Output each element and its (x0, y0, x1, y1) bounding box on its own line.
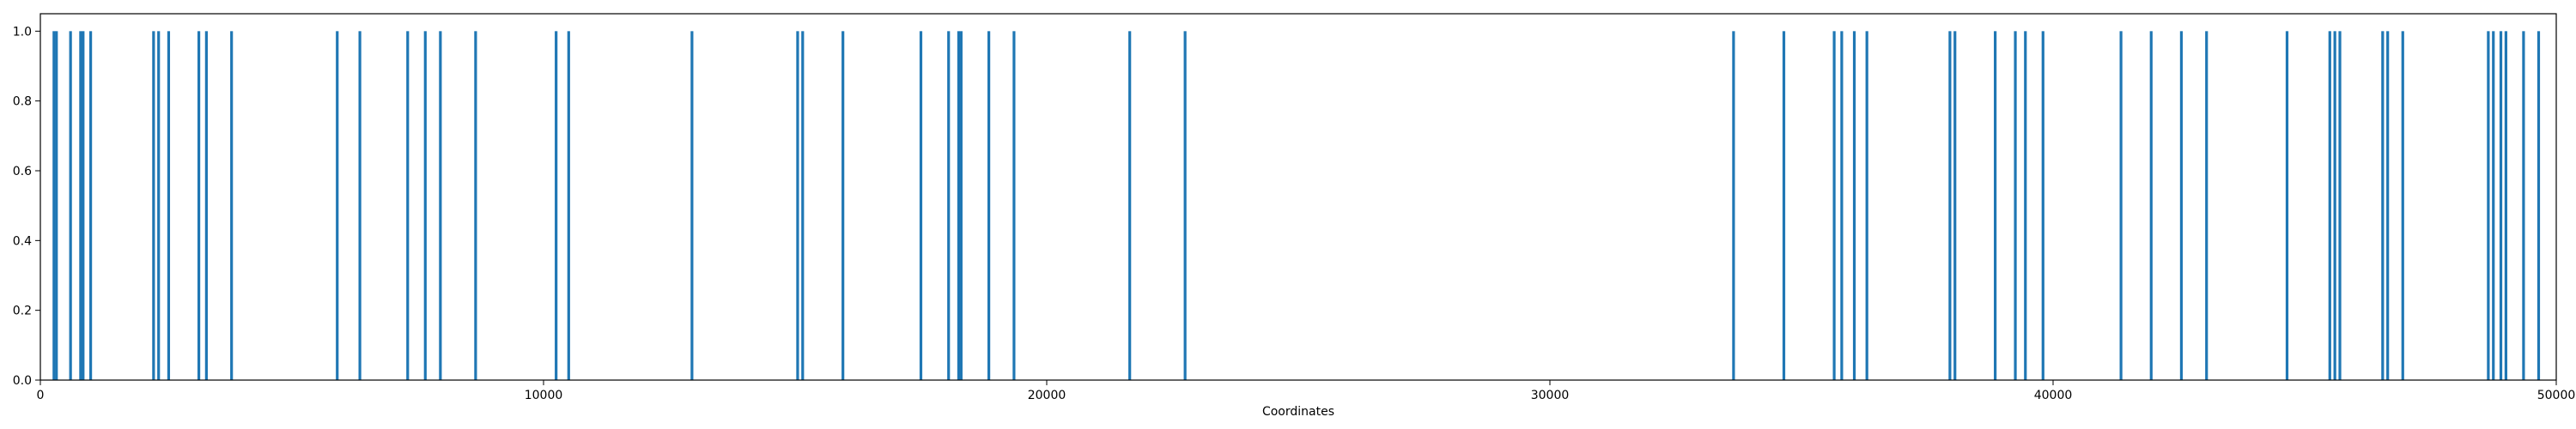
bar (167, 31, 171, 380)
bar (2205, 31, 2208, 380)
bar (1852, 31, 1856, 380)
bar (1865, 31, 1868, 380)
x-tick-label: 0 (37, 389, 45, 402)
x-tick-label: 10000 (525, 389, 563, 402)
bar (987, 31, 991, 380)
bar (1183, 31, 1187, 380)
x-tick-label: 50000 (2537, 389, 2576, 402)
bar (336, 31, 339, 380)
bar (2386, 31, 2390, 380)
bar (89, 31, 93, 380)
bar (957, 31, 961, 380)
bar (69, 31, 72, 380)
bar (1948, 31, 1952, 380)
bar (55, 31, 58, 380)
bar (2149, 31, 2153, 380)
x-axis: 0 10000 20000 30000 40000 50000 (37, 380, 2576, 402)
bar (1840, 31, 1844, 380)
bar (801, 31, 805, 380)
bar (2179, 31, 2184, 380)
x-tick-label: 30000 (1531, 389, 1570, 402)
bar (2333, 31, 2336, 380)
bar (439, 31, 442, 380)
x-tick-label: 40000 (2034, 389, 2073, 402)
bar (959, 31, 963, 380)
bars-layer (52, 31, 2541, 380)
bar (230, 31, 234, 380)
y-tick-label: 0.2 (13, 305, 32, 318)
bar (1782, 31, 1786, 380)
bar (358, 31, 361, 380)
bar (1012, 31, 1016, 380)
bar (2504, 31, 2507, 380)
bar (947, 31, 951, 380)
y-tick-label: 0.8 (13, 95, 32, 109)
bar (2499, 31, 2503, 380)
y-tick-label: 0.6 (13, 165, 32, 178)
bar (690, 31, 694, 380)
bar (796, 31, 799, 380)
bar (157, 31, 161, 380)
y-axis: 0.0 0.2 0.4 0.6 0.8 1.0 (13, 25, 40, 388)
bar (82, 31, 85, 380)
bar (1128, 31, 1132, 380)
y-tick-label: 0.4 (13, 234, 32, 248)
bar (79, 31, 82, 380)
bar (1732, 31, 1735, 380)
bar (2014, 31, 2017, 380)
bar (2522, 31, 2525, 380)
bar (2024, 31, 2027, 380)
bar (2381, 31, 2385, 380)
bar (474, 31, 477, 380)
bar (2401, 31, 2404, 380)
bar (841, 31, 845, 380)
bar (1953, 31, 1957, 380)
bar (2537, 31, 2541, 380)
bar (2041, 31, 2044, 380)
bar (2487, 31, 2490, 380)
bar (2328, 31, 2331, 380)
bar (2492, 31, 2495, 380)
bar (1832, 31, 1836, 380)
bar (555, 31, 558, 380)
bar (406, 31, 410, 380)
bar (423, 31, 427, 380)
bar (2285, 31, 2289, 380)
bar (2119, 31, 2123, 380)
bar (52, 31, 56, 380)
y-tick-label: 0.0 (13, 374, 32, 388)
x-axis-label: Coordinates (1262, 405, 1334, 419)
bar (204, 31, 208, 380)
bar (567, 31, 570, 380)
plot-frame (39, 13, 2557, 381)
bar (1994, 31, 1997, 380)
bar (152, 31, 155, 380)
bar (919, 31, 923, 380)
y-tick-label: 1.0 (13, 25, 32, 39)
x-tick-label: 20000 (1028, 389, 1066, 402)
bar (197, 31, 201, 380)
bar (2338, 31, 2342, 380)
